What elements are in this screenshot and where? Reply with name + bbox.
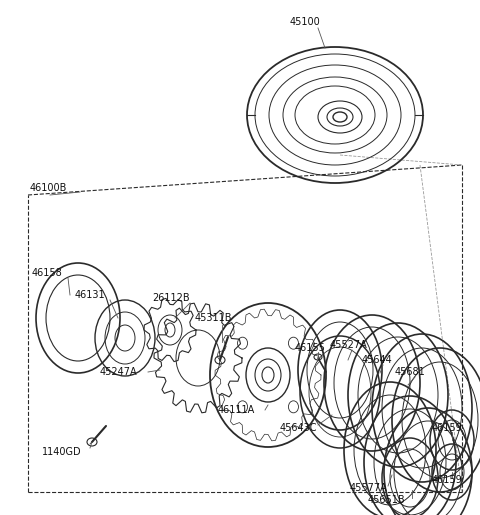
Text: 45643C: 45643C bbox=[280, 423, 317, 433]
Text: 46100B: 46100B bbox=[30, 183, 67, 193]
Text: 45247A: 45247A bbox=[100, 367, 138, 377]
Text: 1140GD: 1140GD bbox=[42, 447, 82, 457]
Text: 45527A: 45527A bbox=[330, 340, 368, 350]
Text: 45577A: 45577A bbox=[350, 483, 388, 493]
Text: 45311B: 45311B bbox=[195, 313, 232, 323]
Text: 46131: 46131 bbox=[75, 290, 106, 300]
Text: 45681: 45681 bbox=[395, 367, 426, 377]
Text: 26112B: 26112B bbox=[152, 293, 190, 303]
Text: 46159: 46159 bbox=[432, 423, 463, 433]
Text: 46158: 46158 bbox=[32, 268, 63, 278]
Text: 46111A: 46111A bbox=[218, 405, 255, 415]
Text: 45644: 45644 bbox=[362, 355, 393, 365]
Text: 46155: 46155 bbox=[295, 343, 326, 353]
Text: 45100: 45100 bbox=[290, 17, 321, 27]
Text: 45651B: 45651B bbox=[368, 495, 406, 505]
Text: 46159: 46159 bbox=[432, 475, 463, 485]
